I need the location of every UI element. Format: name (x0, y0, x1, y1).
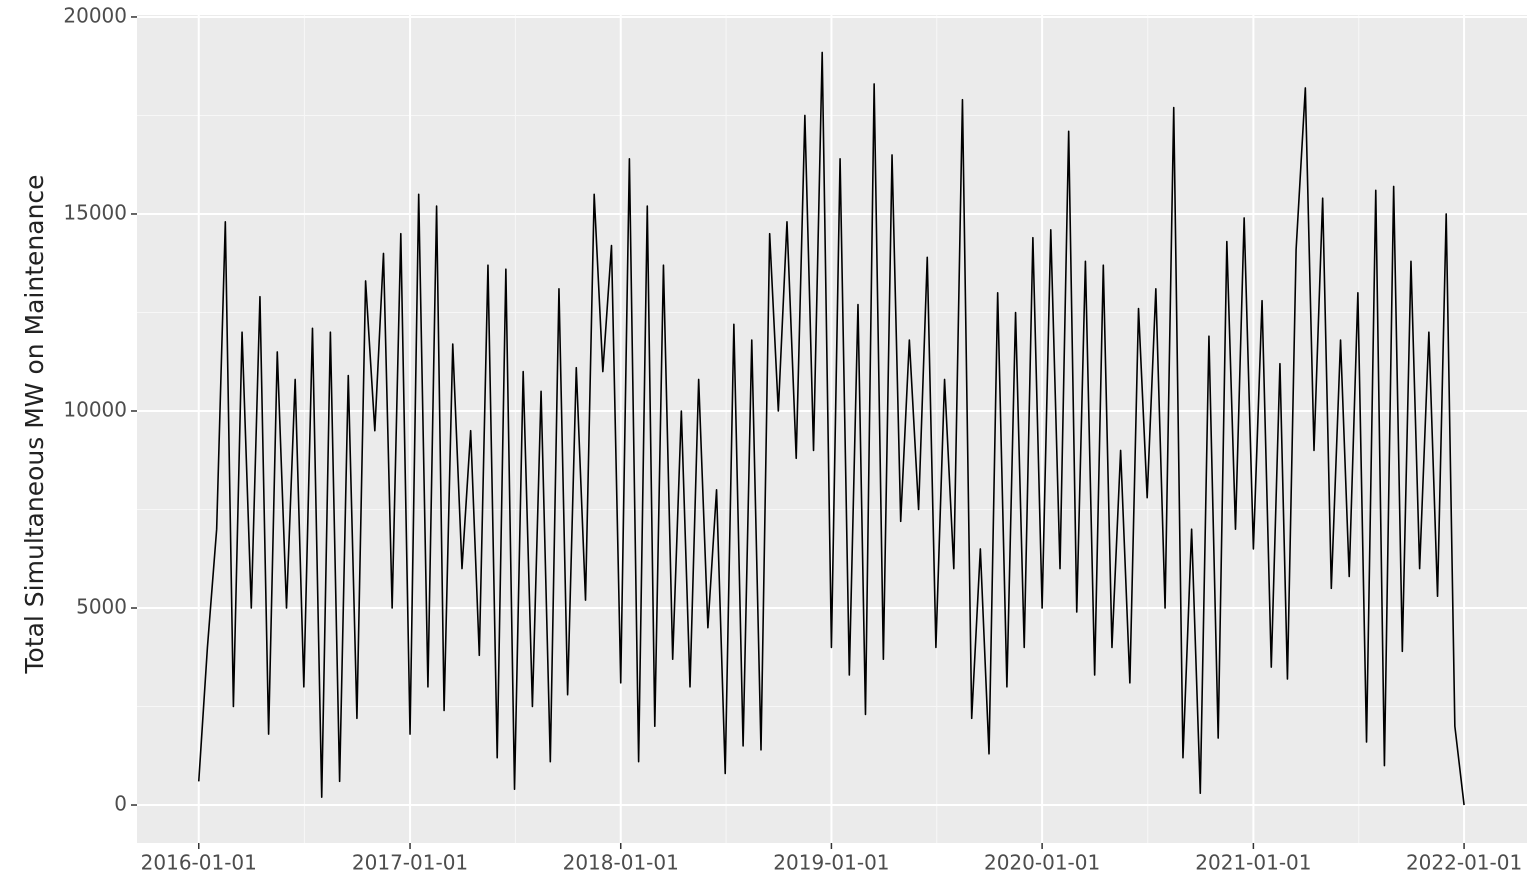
y-axis-label: Total Simultaneous MW on Maintenance (20, 174, 49, 674)
y-tick-label: 15000 (63, 200, 127, 224)
y-tick-label: 0 (114, 792, 127, 816)
grid (137, 15, 1527, 843)
y-tick-label: 10000 (63, 397, 127, 421)
x-tick-label: 2018-01-01 (563, 851, 679, 875)
x-tick-label: 2022-01-01 (1406, 851, 1522, 875)
x-tick-label: 2020-01-01 (984, 851, 1100, 875)
x-tick-label: 2017-01-01 (352, 851, 468, 875)
data-line (197, 51, 1465, 806)
x-tick-label: 2016-01-01 (141, 851, 257, 875)
y-tick-label: 5000 (76, 595, 127, 619)
y-tick-label: 20000 (63, 3, 127, 27)
x-tick-label: 2021-01-01 (1195, 851, 1311, 875)
x-tick-label: 2019-01-01 (773, 851, 889, 875)
